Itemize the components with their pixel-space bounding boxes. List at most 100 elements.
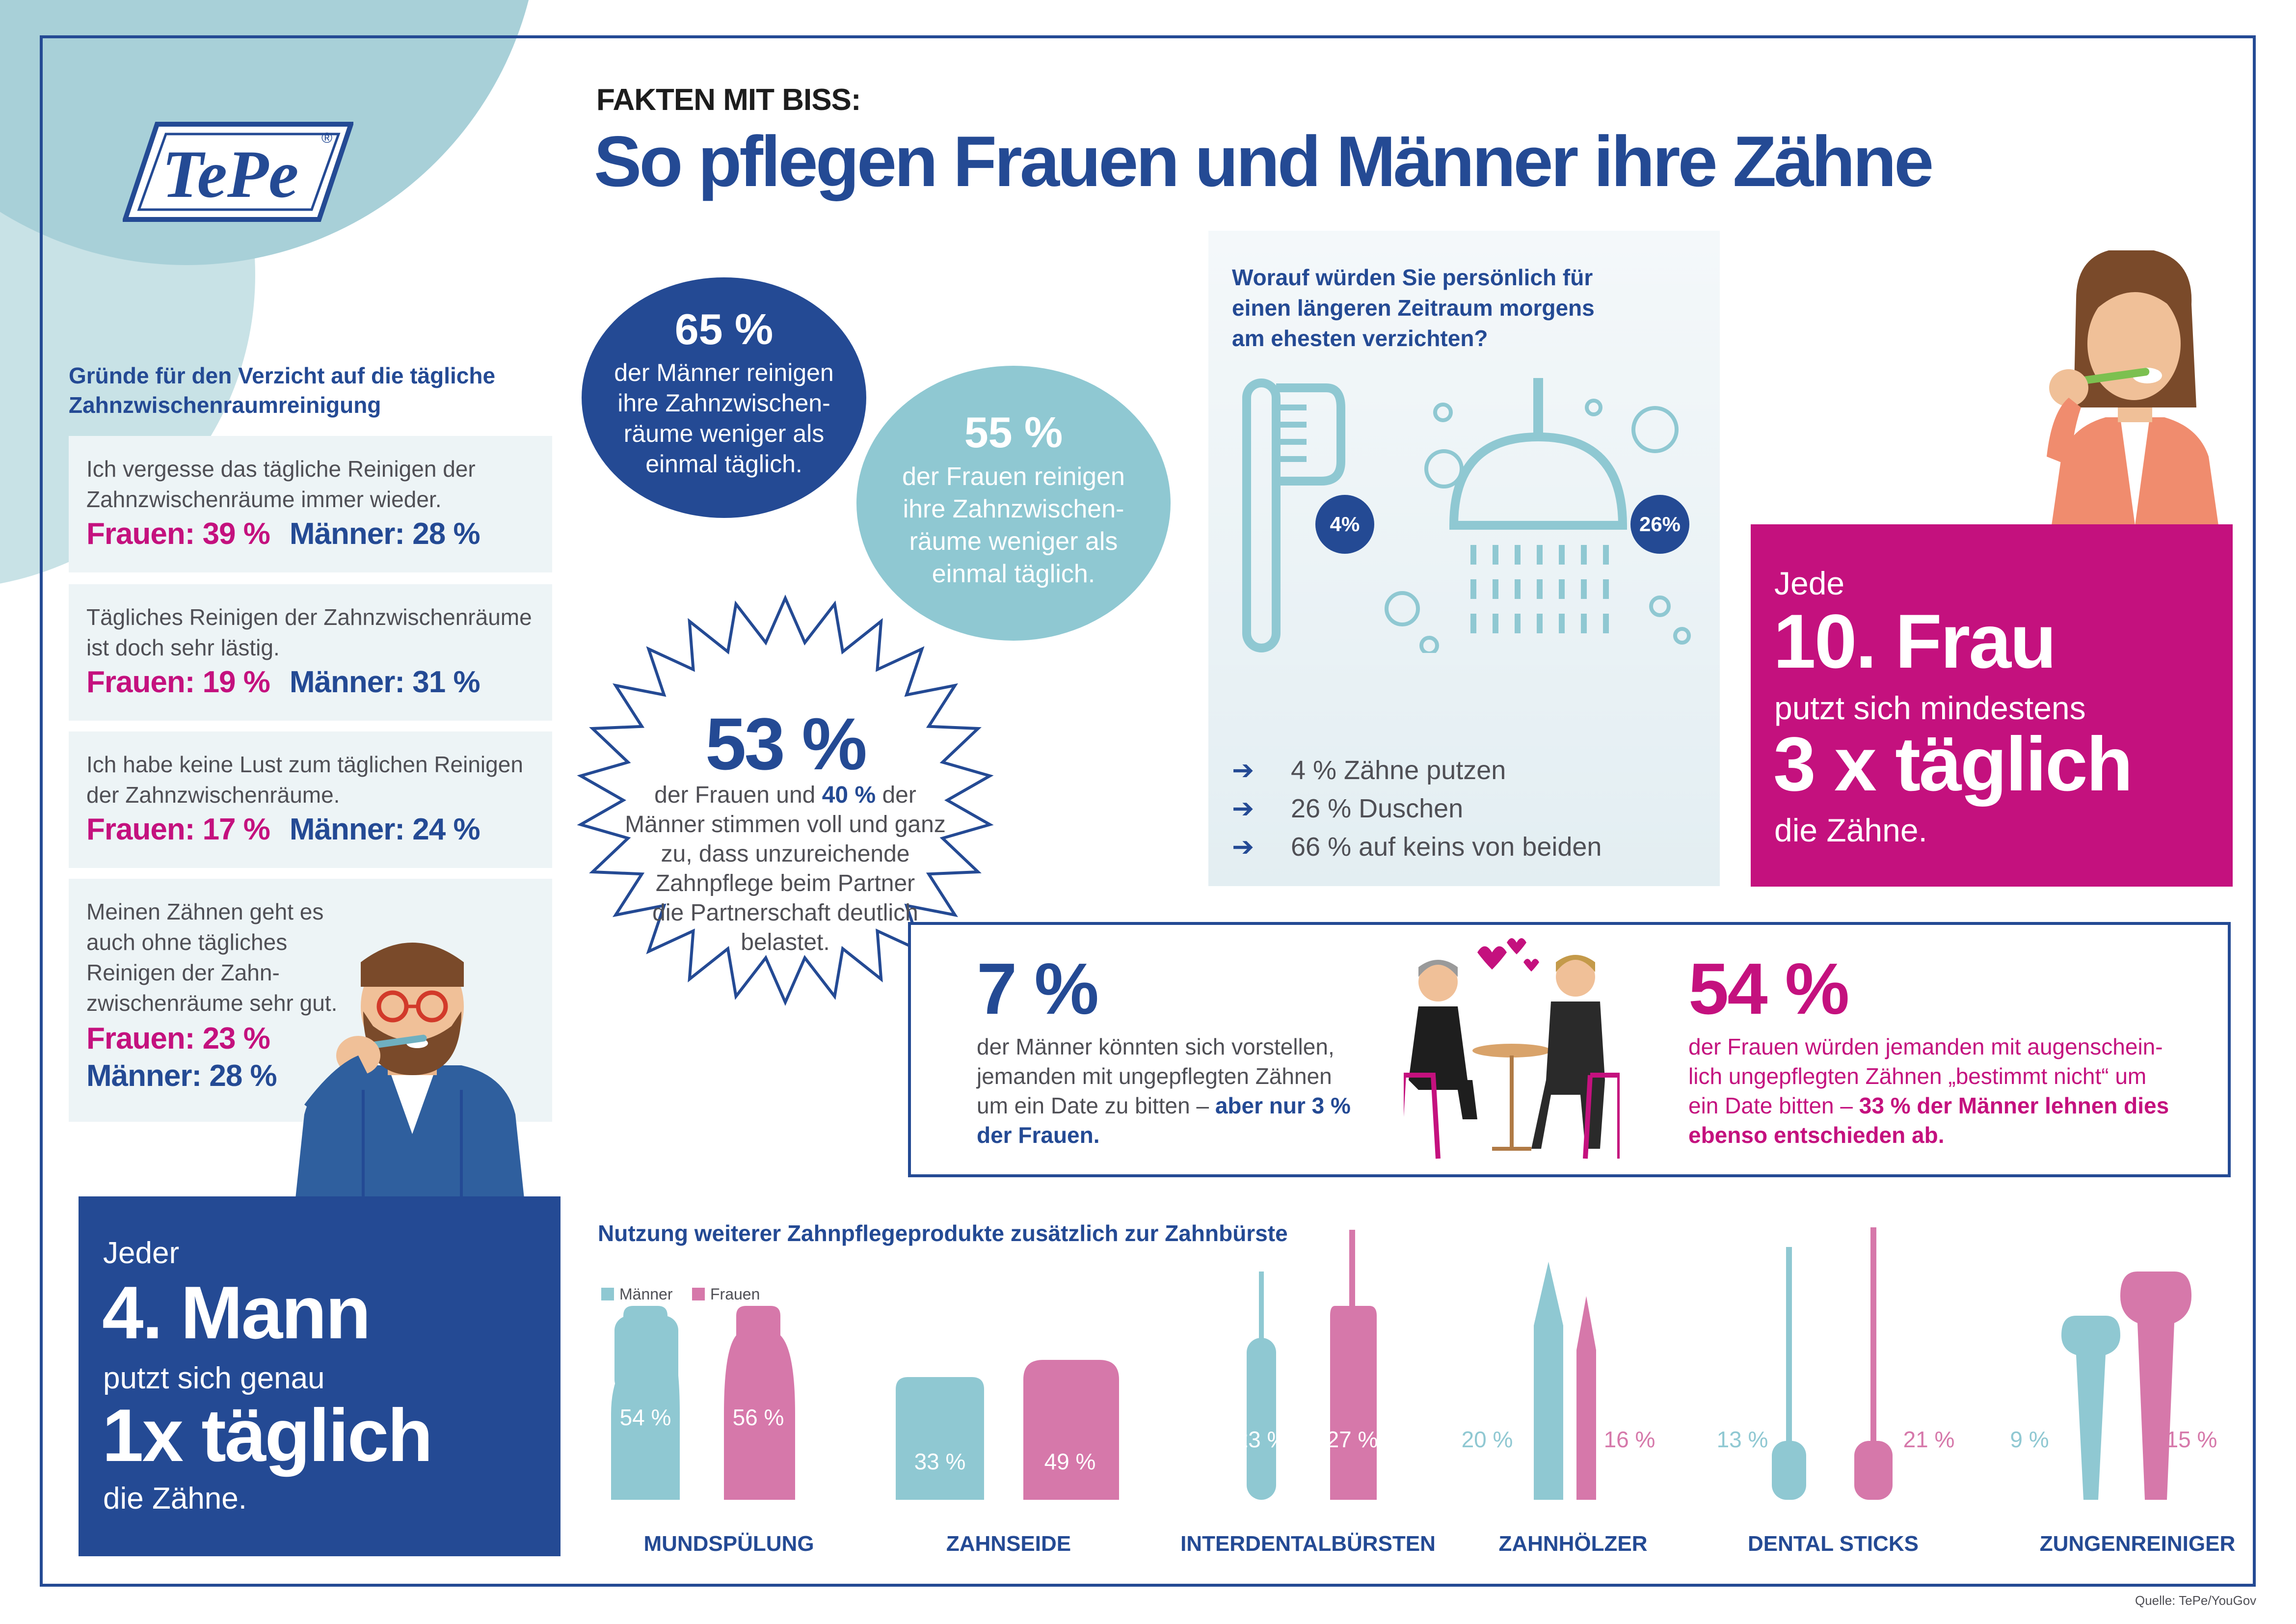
man-box-line2: 4. Mann (102, 1271, 371, 1354)
reason-text: Tägliches Reinigen der Zahnzwischenräume… (86, 602, 534, 663)
man-brushing-illustration (294, 943, 525, 1208)
dental-sticks-men-value: 13 % (1716, 1427, 1768, 1452)
text-line: ihre Zahnzwischen- (617, 389, 830, 417)
logo-shape (122, 122, 354, 222)
text-line: räume weniger als (909, 527, 1118, 556)
woman-box-line1: Jede (1774, 565, 1845, 601)
toothbrush-shower-illustration (1242, 378, 1691, 653)
text-line: einen längeren Zeitraum morgens (1232, 295, 1595, 321)
arrow-icon: ➔ (1232, 832, 1255, 862)
text-line: Zahnpflege beim Partner (655, 870, 915, 896)
reasons-heading: Gründe für den Verzicht auf die tägliche… (69, 361, 495, 420)
reason-text: Ich vergesse das tägliche Reinigen der Za… (86, 454, 534, 514)
text-line: am ehesten verzichten? (1232, 325, 1488, 351)
badge-value: 26% (1639, 513, 1681, 536)
man-box-line4: 1x täglich (102, 1394, 433, 1477)
zahnseide-women-value: 49 % (1044, 1449, 1096, 1474)
interdental-men-value: 23 % (1235, 1427, 1287, 1452)
text-line: der Frauen reinigen (902, 462, 1125, 491)
reason-line: Ich vergesse das tägliche Reinigen der (86, 456, 476, 482)
legend-men-swatch (601, 1288, 614, 1300)
zahnhoelzer (1534, 1262, 1596, 1500)
dental-sticks-women-value: 21 % (1903, 1427, 1955, 1452)
answer-text: 4 % Zähne putzen (1291, 756, 1506, 785)
reason-card-1: Ich vergesse das tägliche Reinigen der Za… (69, 436, 552, 572)
shower-badge: 26% (1630, 495, 1689, 554)
product-label-zungenreiniger: ZUNGENREINIGER (2039, 1532, 2236, 1556)
reasons-heading-line1: Gründe für den Verzicht auf die tägliche (69, 363, 496, 388)
product-label-zahnseide: ZAHNSEIDE (946, 1532, 1071, 1556)
reasons-heading-line2: Zahnzwischenraumreinigung (69, 392, 381, 418)
text-line: ebenso entschieden ab. (1688, 1122, 1945, 1148)
text-line: einmal täglich. (645, 450, 802, 478)
survey-panel: Worauf würden Sie persönlich für einen l… (1208, 231, 1720, 886)
men-circle-value: 65 % (674, 305, 774, 353)
reason-line: zwischenräume sehr gut. (86, 990, 338, 1016)
frauen-value: Frauen: 39 % (86, 517, 270, 551)
zungenreiniger-men-value: 9 % (2010, 1427, 2049, 1452)
text-line: zu, dass unzureichende (661, 841, 910, 867)
men-65-circle: 65 % der Männer reinigen ihre Zahnzwisch… (582, 277, 866, 518)
women-55-circle: 55 % der Frauen reinigen ihre Zahnzwisch… (856, 366, 1171, 641)
tepe-logo: TePe ® (122, 120, 354, 223)
text-line: einmal täglich. (932, 560, 1095, 588)
zungenreiniger (2061, 1272, 2191, 1500)
logo-text: TePe (162, 136, 299, 212)
toothbrush-badge: 4% (1315, 495, 1374, 554)
man-box-line1: Jeder (103, 1236, 180, 1270)
zahnseide-boxes (896, 1360, 1119, 1500)
reason-text: Ich habe keine Lust zum täglichen Reinig… (86, 749, 534, 810)
reason-line: auch ohne tägliches (86, 929, 288, 955)
reason-card-2: Tägliches Reinigen der Zahnzwischenräume… (69, 584, 552, 721)
text-line: ein Date bitten – 33 % der Männer lehnen… (1688, 1091, 2209, 1120)
text-line: der Männer könnten sich vorstellen, (977, 1034, 1335, 1059)
text-span: der Frauen und (654, 782, 822, 808)
product-label-interdentalbuersten: INTERDENTALBÜRSTEN (1180, 1532, 1436, 1556)
text-line: die Partnerschaft deutlich (652, 900, 918, 926)
frauen-value: Frauen: 23 % (86, 1022, 270, 1056)
maenner-value: Männer: 28 % (289, 517, 481, 551)
header-kicker: FAKTEN MIT BISS: (596, 83, 861, 117)
woman-stat-box: Jede 10. Frau putzt sich mindestens 3 x … (1751, 524, 2233, 887)
reason-values: Frauen: 23 % Männer: 28 % (86, 1020, 534, 1095)
legend-men-label: Männer (619, 1285, 673, 1303)
interdentalbuersten (1247, 1230, 1377, 1500)
badge-value: 4% (1330, 513, 1360, 536)
reason-values: Frauen: 39 % Männer: 28 % (86, 516, 534, 551)
maenner-value: Männer: 24 % (289, 812, 481, 846)
man-box-line3: putzt sich genau (103, 1361, 325, 1395)
dental-sticks (1772, 1227, 1893, 1500)
highlight-text: aber nur 3 % (1215, 1093, 1351, 1118)
couple-date-illustration (1404, 938, 1620, 1159)
woman-box-line2: 10. Frau (1773, 599, 2056, 684)
answer-text: 26 % Duschen (1291, 794, 1464, 823)
zungenreiniger-women-value: 15 % (2165, 1427, 2217, 1452)
highlight-value: 40 % (822, 782, 876, 808)
date-women-text: der Frauen würden jemanden mit augensche… (1688, 1032, 2209, 1150)
text-line: der Männer reinigen (614, 359, 834, 386)
burst-text: der Frauen und 40 % der Männer stimmen v… (604, 781, 967, 957)
mundspuelung-women-value: 56 % (732, 1405, 784, 1430)
date-women-value: 54 % (1688, 948, 1849, 1029)
woman-box-line5: die Zähne. (1774, 812, 1927, 848)
products-illustration (611, 1227, 2191, 1500)
legend-women-swatch (692, 1288, 705, 1300)
man-stat-box: Jeder 4. Mann putzt sich genau 1x täglic… (79, 1196, 561, 1556)
reason-values: Frauen: 19 % Männer: 31 % (86, 665, 534, 700)
maenner-value: Männer: 31 % (289, 665, 481, 699)
survey-question: Worauf würden Sie persönlich für einen l… (1232, 262, 1595, 353)
text-line: Worauf würden Sie persönlich für (1232, 265, 1593, 290)
woman-box-line4: 3 x täglich (1773, 722, 2133, 807)
reason-line: Reinigen der Zahn- (86, 960, 280, 985)
reason-line: der Zahnzwischenräume. (86, 782, 340, 808)
page-title: So pflegen Frauen und Männer ihre Zähne (594, 121, 1934, 201)
zahnhoelzer-women-value: 16 % (1603, 1427, 1655, 1452)
reason-values: Frauen: 17 % Männer: 24 % (86, 812, 534, 847)
text-line: der Frauen und 40 % der (604, 781, 967, 810)
content-frame (40, 35, 2256, 1587)
source-note: Quelle: TePe/YouGov (2135, 1593, 2257, 1608)
frauen-value: Frauen: 19 % (86, 665, 270, 699)
reason-line: Meinen Zähnen geht es (86, 899, 324, 924)
women-circle-value: 55 % (964, 408, 1063, 457)
product-label-dental-sticks: DENTAL STICKS (1748, 1532, 1919, 1556)
